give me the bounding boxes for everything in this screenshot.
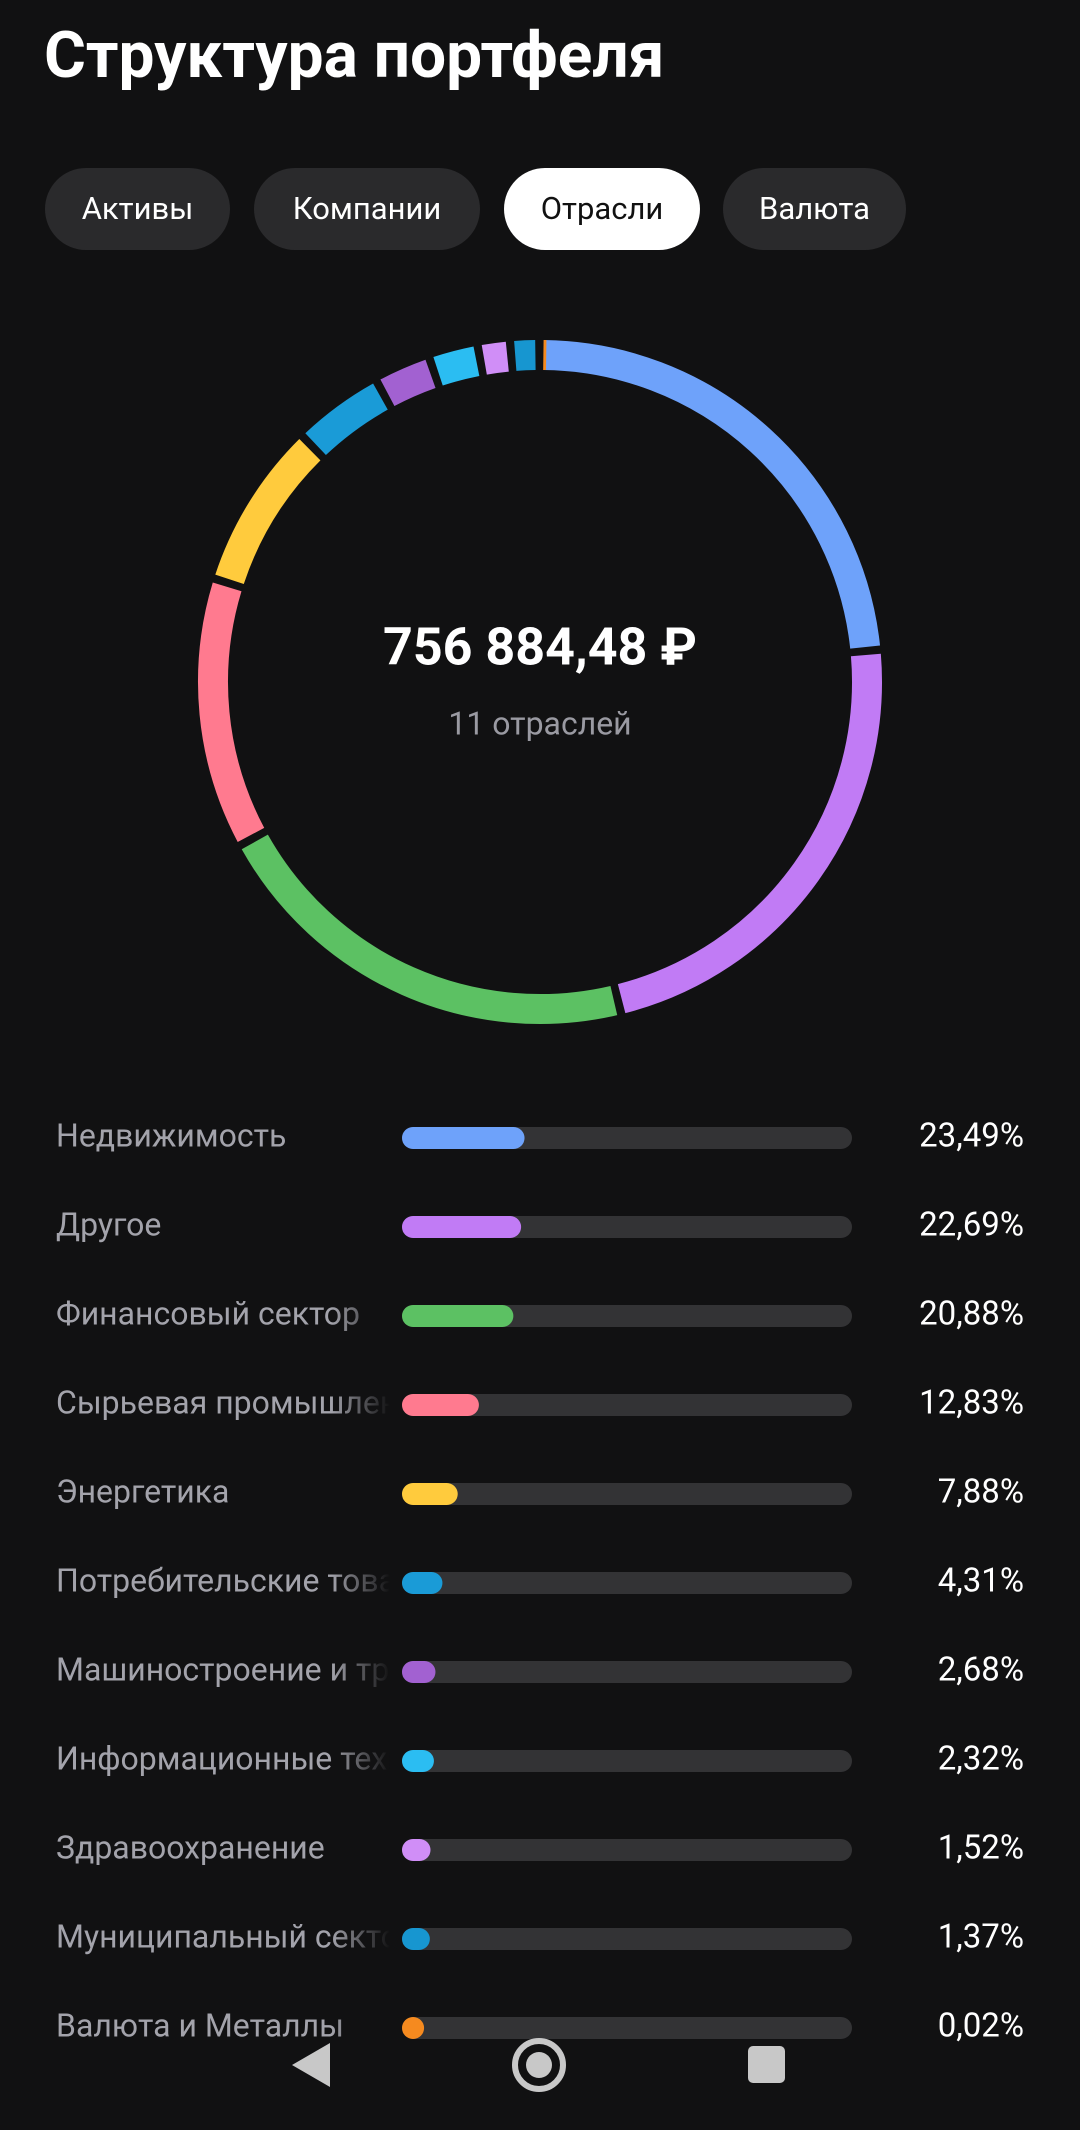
row-label-wrap: Энергетика — [56, 1472, 229, 1510]
donut-segment — [433, 346, 480, 386]
sector-name: Муниципальный сектор — [56, 1917, 417, 1955]
row-label-wrap: Потребительские товары — [56, 1561, 439, 1599]
sector-name: Информационные технологии — [56, 1739, 511, 1777]
sector-list: Недвижимость 23,49% Другое 22,69% Финансовый… — [56, 1116, 1024, 2045]
row-label-wrap: Информационные технологии — [56, 1739, 511, 1777]
bar — [402, 1928, 430, 1950]
bar — [402, 1839, 431, 1861]
sector-name: Энергетика — [56, 1472, 229, 1510]
row-label-wrap: Валюта и Металлы — [56, 2006, 344, 2044]
sector-name: Машиностроение и транспорт — [56, 1650, 511, 1688]
tab[interactable] — [254, 168, 480, 250]
percent-label: 12,83% — [919, 1384, 1024, 1423]
donut-segment — [380, 359, 436, 407]
nav-bar — [292, 2038, 785, 2092]
bar-track — [402, 1750, 852, 1772]
bar — [402, 1661, 436, 1683]
percent-label: 2,68% — [938, 1651, 1024, 1690]
row-label-wrap: Машиностроение и транспорт — [56, 1650, 511, 1688]
donut-segment — [481, 341, 509, 375]
sector-name: Потребительские товары — [56, 1561, 439, 1599]
bar — [402, 1572, 443, 1594]
donut-segment — [241, 834, 618, 1024]
tab[interactable] — [723, 168, 906, 250]
row-label-wrap: Здравоохранение — [56, 1828, 325, 1866]
bar-track — [402, 1572, 852, 1594]
row-label-wrap: Финансовый сектор — [56, 1294, 360, 1332]
donut-segment — [514, 340, 536, 371]
sector-name: Другое — [56, 1205, 161, 1243]
tab-label: Активы — [82, 190, 194, 227]
tab[interactable] — [45, 168, 230, 250]
percent-label: 2,32% — [938, 1740, 1024, 1779]
bar — [402, 1394, 479, 1416]
percent-label: 7,88% — [938, 1473, 1024, 1512]
total-value: 756 884,48 ₽ — [383, 617, 697, 678]
percent-label: 20,88% — [919, 1295, 1024, 1334]
bar-track — [402, 1305, 852, 1327]
percent-label: 1,37% — [938, 1918, 1024, 1957]
donut-segment — [305, 383, 388, 456]
bar — [402, 1483, 458, 1505]
nav-home-dot — [526, 2052, 552, 2078]
nav-home[interactable] — [512, 2038, 566, 2092]
percent-label: 4,31% — [938, 1562, 1024, 1601]
row-label-wrap: Недвижимость — [56, 1116, 286, 1154]
tab-bar: Активы Компании Отрасли Валюта — [45, 168, 906, 250]
nav-recent[interactable] — [748, 2046, 785, 2083]
tab-label: Компании — [293, 190, 442, 227]
bar-track — [402, 1483, 852, 1505]
row-label-wrap: Другое — [56, 1205, 161, 1243]
bar-track — [402, 1839, 852, 1861]
percent-label: 22,69% — [919, 1206, 1024, 1245]
bar — [402, 1127, 525, 1149]
row-label-wrap: Сырьевая промышленность — [56, 1383, 484, 1421]
sector-name: Финансовый сектор — [56, 1294, 360, 1332]
nav-back[interactable] — [292, 2043, 330, 2087]
sector-name: Сырьевая промышленность — [56, 1383, 484, 1421]
donut-segment — [543, 340, 881, 649]
bar-track — [402, 2017, 852, 2039]
donut-segment — [215, 439, 321, 585]
bar-track — [402, 1661, 852, 1683]
sector-name: Здравоохранение — [56, 1828, 325, 1866]
percent-label: 1,52% — [938, 1829, 1024, 1868]
percent-label: 0,02% — [938, 2007, 1024, 2046]
bar — [402, 1305, 514, 1327]
row-label-wrap: Муниципальный сектор — [56, 1917, 417, 1955]
tab-label: Отрасли — [541, 190, 664, 227]
donut-chart — [198, 340, 882, 1024]
tab-label: Валюта — [759, 190, 870, 227]
percent-label: 23,49% — [919, 1117, 1024, 1156]
sector-name: Валюта и Металлы — [56, 2006, 344, 2044]
sector-count: 11 отраслей — [448, 704, 631, 742]
page-title: Структура портфеля — [44, 18, 664, 93]
tab[interactable] — [504, 168, 700, 250]
sector-name: Недвижимость — [56, 1116, 286, 1154]
bar — [402, 2017, 425, 2039]
bar — [402, 1216, 522, 1238]
bar-track — [402, 1394, 852, 1416]
bar — [402, 1750, 434, 1772]
bar-track — [402, 1928, 852, 1950]
donut-segment — [198, 582, 265, 842]
donut-segment — [617, 653, 882, 1014]
